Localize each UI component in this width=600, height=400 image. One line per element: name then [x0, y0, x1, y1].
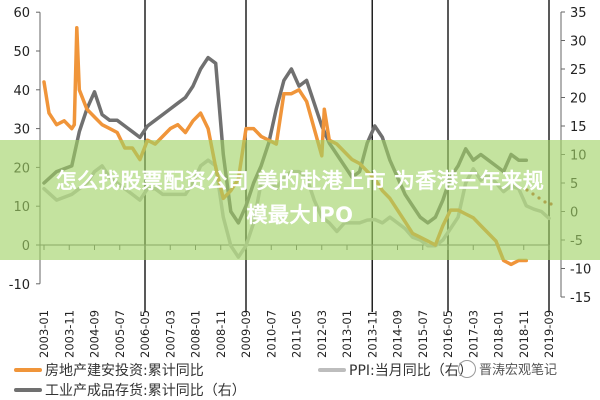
legend-label: PPI:当月同比（右）: [349, 363, 473, 379]
overlay-headline-line2: 模最大IPO: [246, 203, 354, 227]
legend-item-real-estate-investment: 房地产建安投资:累计同比: [14, 360, 204, 380]
x-axis-label: 2012-03: [315, 310, 329, 358]
x-axis-label: 2011-05: [290, 310, 304, 358]
right-axis-label: -10: [570, 263, 591, 278]
legend-swatch-lightgray: [318, 368, 346, 372]
chart-legend: 房地产建安投资:累计同比 PPI:当月同比（右） 工业产成品存货:累计同比（右）: [0, 358, 600, 400]
overlay-headline: 怎么找股票配资公司 美的赴港上市 为香港三年来规 模最大IPO: [0, 164, 600, 232]
right-axis-label: 20: [570, 92, 587, 107]
right-axis-label: 15: [570, 120, 587, 135]
legend-swatch-darkgray: [14, 388, 42, 392]
left-axis-label: 40: [13, 84, 30, 99]
x-axis-label: 2018-11: [517, 310, 531, 358]
watermark-label: 晋涛宏观笔记: [479, 363, 558, 378]
right-axis-label: 35: [570, 6, 587, 21]
x-axis-label: 2017-03: [466, 310, 480, 358]
wechat-logo-icon: [458, 359, 476, 378]
x-axis-label: 2008-11: [214, 310, 228, 358]
x-axis-label: 2013-01: [340, 310, 354, 358]
legend-label: 房地产建安投资:累计同比: [45, 363, 204, 379]
x-axis-label: 2008-01: [189, 310, 203, 358]
x-axis-label: 2018-01: [492, 310, 506, 358]
x-axis-label: 2014-09: [391, 310, 405, 358]
left-axis-label: 50: [13, 45, 30, 60]
x-axis-label: 2003-01: [37, 310, 51, 358]
x-axis-label: 2006-05: [138, 310, 152, 358]
right-axis-label: -15: [570, 291, 591, 306]
legend-label: 工业产成品存货:累计同比（右）: [45, 383, 246, 399]
left-axis-label: 30: [13, 123, 30, 138]
x-axis-label: 2003-11: [62, 310, 76, 358]
legend-item-ppi: PPI:当月同比（右）: [318, 360, 473, 380]
x-axis-label: 2016-05: [441, 310, 455, 358]
x-axis-label: 2010-07: [264, 310, 278, 358]
right-axis-label: 25: [570, 63, 587, 78]
x-axis-label: 2015-07: [416, 310, 430, 358]
green-banner-overlay: [0, 140, 600, 260]
overlay-headline-line1: 怎么找股票配资公司 美的赴港上市 为香港三年来规: [55, 169, 545, 193]
x-axis-label: 2005-07: [113, 310, 127, 358]
left-axis-label: -10: [9, 278, 30, 293]
watermark: 晋涛宏观笔记: [458, 359, 557, 378]
right-axis-label: 30: [570, 35, 587, 50]
x-axis-label: 2007-03: [163, 310, 177, 358]
legend-item-inventory: 工业产成品存货:累计同比（右）: [14, 380, 246, 400]
x-axis-label: 2009-09: [239, 310, 253, 358]
left-axis-label: 60: [13, 6, 30, 21]
x-axis-label: 2019-09: [542, 310, 556, 358]
x-axis-label: 2004-09: [88, 310, 102, 358]
legend-swatch-orange: [14, 368, 42, 372]
x-axis-label: 2013-11: [365, 310, 379, 358]
